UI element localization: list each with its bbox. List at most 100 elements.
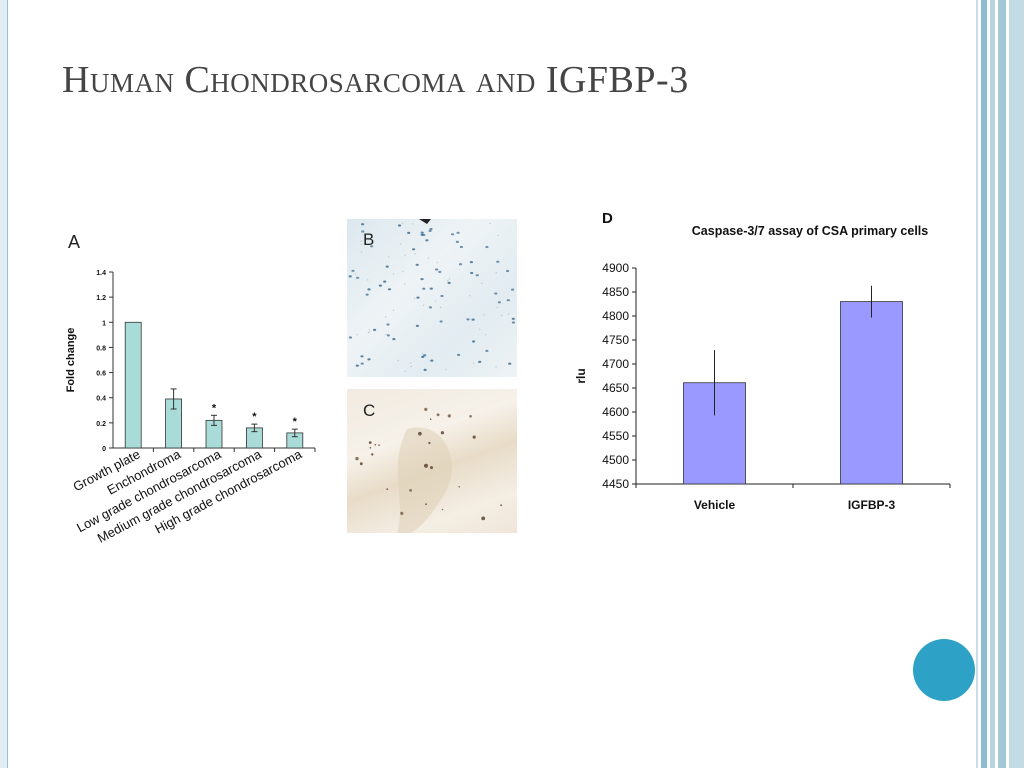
micrograph-c: C	[347, 389, 517, 533]
matrix-speck	[489, 222, 491, 225]
stained-cell	[400, 511, 404, 515]
stained-nucleus	[440, 294, 444, 298]
significance-marker: *	[252, 411, 257, 423]
matrix-speck	[384, 316, 387, 318]
stained-nucleus	[397, 224, 402, 227]
micrograph-b: B	[347, 219, 517, 377]
matrix-speck	[388, 256, 390, 258]
matrix-speck	[439, 306, 442, 309]
matrix-speck	[448, 278, 451, 280]
matrix-speck	[354, 273, 357, 275]
stained-cell	[458, 486, 460, 488]
stained-nucleus	[386, 323, 390, 326]
y-tick-label: 0.8	[96, 345, 106, 352]
stained-cell	[425, 503, 427, 506]
stained-cell	[472, 435, 476, 439]
stained-cell	[500, 504, 503, 507]
matrix-speck	[496, 307, 498, 309]
matrix-speck	[500, 314, 503, 317]
stained-nucleus	[466, 318, 470, 321]
stained-nucleus	[373, 328, 377, 331]
stained-nucleus	[423, 368, 427, 371]
stained-cell	[424, 463, 428, 468]
y-tick-label: 4550	[602, 429, 629, 443]
stained-nucleus	[457, 353, 461, 356]
stained-nucleus	[458, 263, 463, 266]
stained-nucleus	[428, 229, 432, 232]
stained-nucleus	[387, 288, 392, 291]
y-tick-label: 4700	[602, 357, 629, 371]
matrix-speck	[413, 297, 416, 300]
stained-nucleus	[360, 362, 364, 365]
stained-nucleus	[425, 239, 429, 242]
panel-b-label: B	[363, 230, 375, 249]
stained-nucleus	[348, 275, 352, 278]
stained-nucleus	[412, 248, 416, 251]
stained-cell	[481, 516, 486, 521]
matrix-speck	[507, 313, 510, 315]
matrix-speck	[483, 314, 485, 316]
matrix-speck	[401, 222, 404, 224]
stained-nucleus	[497, 301, 501, 304]
stained-cell	[378, 444, 380, 447]
y-tick-label: 4650	[602, 381, 629, 395]
stained-cell	[469, 415, 472, 418]
stained-nucleus	[429, 287, 433, 290]
x-tick-label: Vehicle	[694, 498, 736, 512]
panel-c-label: C	[363, 401, 376, 420]
stained-nucleus	[422, 287, 426, 290]
stained-nucleus	[428, 306, 432, 309]
stained-cell	[418, 431, 422, 436]
y-tick-label: 1.4	[96, 270, 106, 277]
stained-nucleus	[447, 281, 451, 284]
stained-nucleus	[420, 278, 424, 281]
y-tick-label: 0	[102, 446, 106, 453]
stained-nucleus	[451, 233, 455, 236]
stained-nucleus	[455, 240, 459, 243]
stained-nucleus	[456, 231, 460, 234]
matrix-speck	[447, 280, 449, 282]
y-tick-label: 4600	[602, 405, 629, 419]
stained-nucleus	[506, 299, 510, 302]
matrix-speck	[392, 309, 395, 311]
panel-a-label: A	[68, 232, 80, 252]
stained-nucleus	[416, 296, 420, 299]
y-tick-label: 4900	[602, 261, 629, 275]
left-border-decoration	[0, 0, 8, 768]
stained-nucleus	[360, 355, 364, 358]
arrow-marker	[419, 219, 431, 224]
stained-nucleus	[508, 362, 512, 365]
stained-nucleus	[365, 293, 369, 296]
matrix-speck	[445, 368, 447, 371]
matrix-speck	[497, 234, 499, 237]
stained-nucleus	[430, 359, 434, 362]
stained-nucleus	[494, 292, 498, 295]
stained-cell	[374, 443, 377, 446]
stained-nucleus	[435, 268, 439, 271]
matrix-speck	[397, 359, 399, 362]
stained-nucleus	[496, 260, 500, 263]
stained-nucleus	[386, 334, 390, 337]
stained-nucleus	[471, 318, 475, 321]
stained-nucleus	[407, 231, 411, 234]
y-axis-label: Fold change	[65, 328, 77, 393]
stained-nucleus	[459, 245, 463, 249]
y-tick-label: 4450	[602, 477, 629, 491]
stained-nucleus	[506, 269, 510, 273]
chart-d-title: Caspase-3/7 assay of CSA primary cells	[692, 224, 929, 238]
stained-nucleus	[485, 349, 489, 352]
matrix-speck	[368, 331, 371, 333]
right-border-decoration	[976, 0, 1024, 768]
stained-nucleus	[383, 280, 387, 283]
stained-cell	[429, 418, 432, 420]
matrix-speck	[479, 328, 481, 331]
matrix-speck	[367, 279, 369, 281]
significance-marker: *	[212, 402, 217, 414]
matrix-speck	[402, 270, 404, 273]
stained-cell	[440, 431, 444, 435]
stained-nucleus	[361, 230, 365, 233]
stained-cell	[386, 488, 389, 490]
x-tick-label: IGFBP-3	[848, 498, 896, 512]
matrix-speck	[436, 261, 438, 264]
matrix-speck	[427, 257, 430, 259]
